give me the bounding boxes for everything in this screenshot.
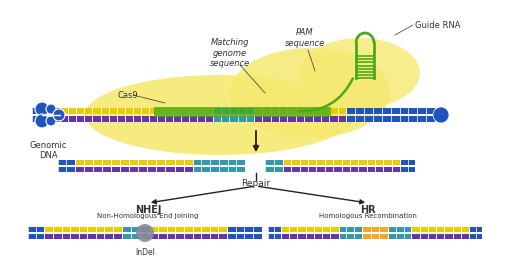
Ellipse shape (136, 224, 154, 242)
Bar (265, 160, 415, 165)
Bar (32, 108, 435, 114)
Text: Matching
genome
sequence: Matching genome sequence (210, 38, 250, 68)
Bar (346, 108, 435, 114)
Bar (265, 167, 283, 171)
Text: NHEJ: NHEJ (135, 205, 161, 215)
Bar (338, 227, 362, 232)
Bar (28, 234, 262, 239)
Bar (400, 167, 415, 171)
Text: InDel: InDel (135, 248, 155, 257)
Bar (265, 167, 415, 171)
Bar (362, 234, 388, 239)
Bar (362, 227, 388, 232)
Bar (283, 167, 400, 171)
Bar (75, 160, 193, 165)
Circle shape (53, 109, 65, 121)
Bar (28, 227, 45, 232)
Bar (60, 108, 214, 114)
Bar (193, 160, 245, 165)
Bar (400, 160, 415, 165)
Text: Repair: Repair (242, 179, 270, 188)
Bar (193, 167, 245, 171)
Circle shape (35, 102, 49, 116)
Bar (122, 227, 150, 232)
Bar (32, 116, 435, 122)
Ellipse shape (85, 75, 355, 155)
Bar (411, 234, 469, 239)
Bar (388, 227, 411, 232)
Bar (32, 116, 60, 122)
Bar (214, 116, 253, 122)
Bar (253, 108, 346, 114)
Ellipse shape (300, 38, 420, 108)
Bar (58, 167, 245, 171)
Text: Non-Homologous End Joining: Non-Homologous End Joining (97, 213, 199, 219)
Bar (268, 234, 281, 239)
Circle shape (35, 114, 49, 128)
Bar (469, 234, 482, 239)
Bar (58, 160, 75, 165)
Bar (281, 227, 338, 232)
Bar (214, 108, 253, 114)
Circle shape (46, 104, 56, 114)
Bar (281, 234, 338, 239)
Bar (75, 167, 193, 171)
Bar (253, 116, 346, 122)
Text: Cas9: Cas9 (118, 90, 139, 99)
Bar (150, 227, 227, 232)
Bar (32, 108, 60, 114)
Ellipse shape (230, 48, 390, 138)
Circle shape (433, 107, 449, 123)
Bar (388, 234, 411, 239)
Bar (268, 227, 482, 232)
Bar (469, 227, 482, 232)
Text: PAM
sequence: PAM sequence (285, 28, 325, 48)
Bar (150, 234, 227, 239)
Circle shape (46, 116, 56, 126)
Bar (28, 234, 45, 239)
Bar (45, 227, 122, 232)
Bar (227, 234, 262, 239)
Bar (268, 234, 482, 239)
Bar (122, 234, 150, 239)
Text: HR: HR (360, 205, 376, 215)
Bar (283, 160, 400, 165)
Text: Guide RNA: Guide RNA (415, 21, 460, 29)
Bar (58, 167, 75, 171)
Text: Homologous Recombination: Homologous Recombination (319, 213, 417, 219)
Bar (338, 234, 362, 239)
Bar (28, 227, 262, 232)
Bar (45, 234, 122, 239)
FancyBboxPatch shape (154, 107, 331, 117)
Bar (227, 227, 262, 232)
Text: Genomic
DNA: Genomic DNA (29, 141, 67, 160)
Bar (346, 116, 435, 122)
Bar (265, 160, 283, 165)
Bar (58, 160, 245, 165)
Bar (268, 227, 281, 232)
Bar (411, 227, 469, 232)
Bar (60, 116, 214, 122)
